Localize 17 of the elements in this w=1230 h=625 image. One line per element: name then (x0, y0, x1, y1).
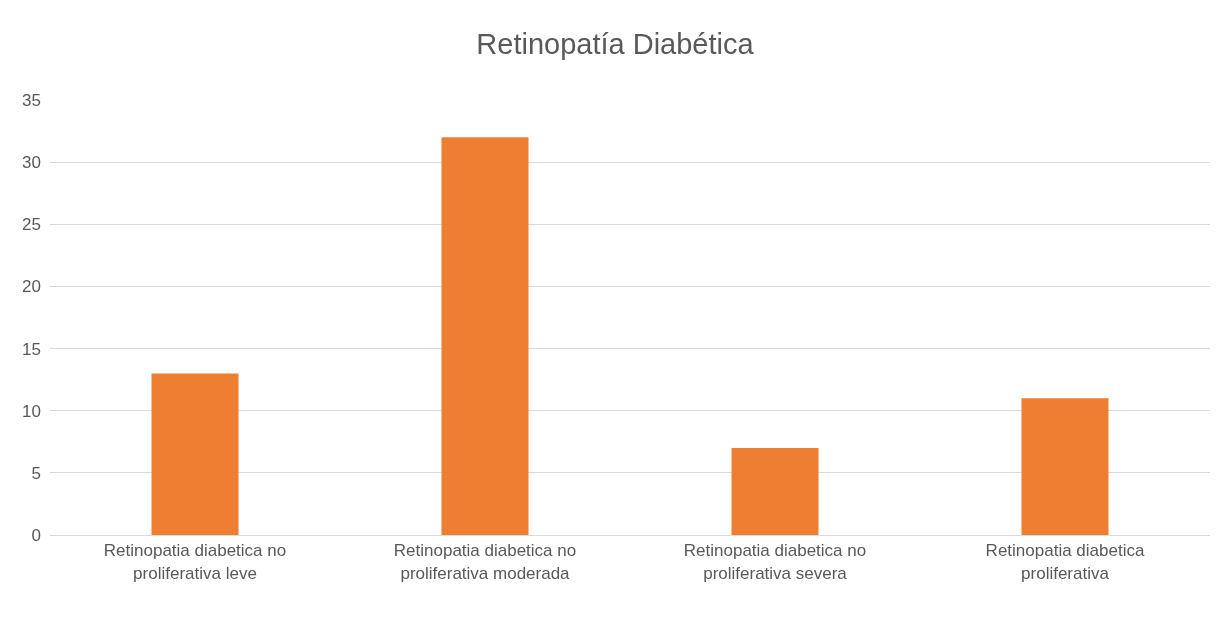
bar (441, 137, 529, 535)
y-tick-label: 15 (22, 339, 41, 359)
x-tick-label: Retinopatia diabetica no proliferativa leve (103, 541, 287, 583)
bar (151, 373, 239, 535)
bar (1021, 398, 1109, 535)
y-tick-label: 35 (22, 90, 41, 110)
x-tick-label: Retinopatia diabetica no proliferativa severa (683, 541, 867, 583)
y-tick-label: 25 (22, 215, 41, 235)
y-tick-label: 0 (31, 525, 41, 545)
x-tick-label: Retinopatia diabetica proliferativa (985, 541, 1145, 583)
x-tick-label: Retinopatia diabetica no proliferativa moderada (393, 541, 577, 583)
y-tick-label: 10 (22, 401, 41, 421)
y-tick-label: 5 (31, 463, 41, 483)
bar (731, 448, 819, 535)
y-tick-label: 30 (22, 153, 41, 173)
chart-title: Retinopatía Diabética (476, 27, 755, 60)
y-tick-label: 20 (22, 277, 41, 297)
